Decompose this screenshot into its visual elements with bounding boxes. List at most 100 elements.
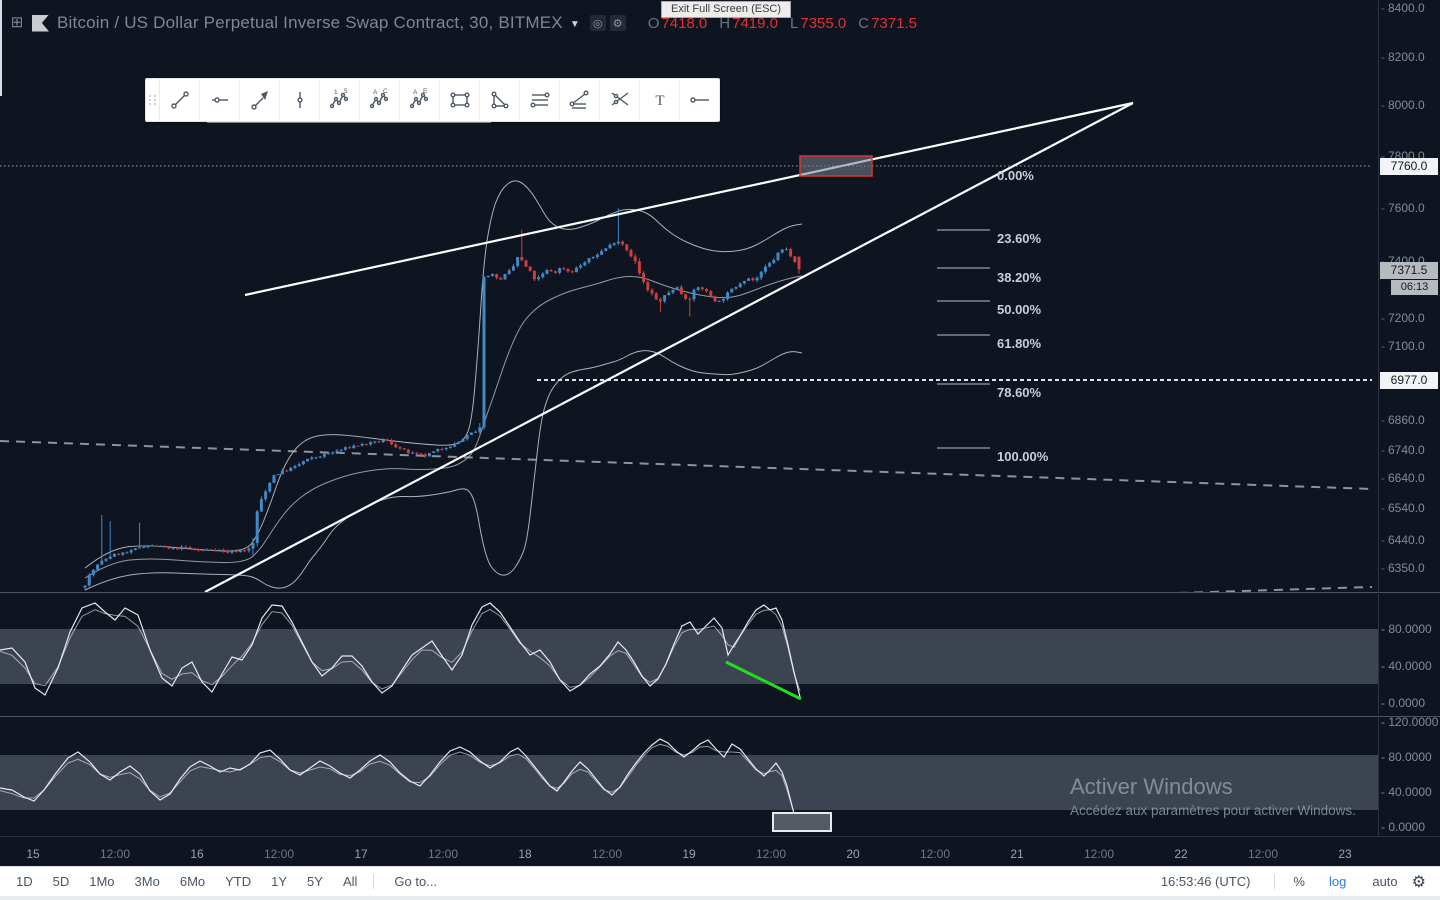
high-value: 7419.0 <box>732 14 779 32</box>
low-label: L <box>790 14 799 32</box>
time-label-12:00: 12:00 <box>427 847 459 861</box>
target-icon[interactable]: ◎ <box>589 15 606 31</box>
open-label: O <box>647 14 660 32</box>
dashed-trendline-2[interactable] <box>1177 586 1373 593</box>
exchange-logo-icon <box>32 14 49 32</box>
goto-button[interactable]: Go to... <box>394 874 438 889</box>
price-tick-6350.0: -6350.0 <box>1381 561 1425 575</box>
compare-add-icon[interactable]: ⊞ <box>10 14 24 31</box>
green-trendline-drawing[interactable] <box>725 660 802 701</box>
fib-label-23.60%[interactable]: 23.60% <box>997 231 1042 246</box>
time-label-16: 16 <box>190 847 204 861</box>
price-tick-7600.0: -7600.0 <box>1381 201 1425 215</box>
time-label-17: 17 <box>354 847 368 861</box>
tool-trend-arrow-icon[interactable] <box>240 79 280 121</box>
toolbar-drag-handle[interactable] <box>146 79 160 121</box>
svg-text:E: E <box>423 88 428 95</box>
price-tick-6540.0: -6540.0 <box>1381 501 1425 515</box>
range-3mo-button[interactable]: 3Mo <box>134 874 160 889</box>
chart-header: ⊞ Bitcoin / US Dollar Perpetual Inverse … <box>8 10 917 36</box>
tool-trend-line-icon[interactable] <box>160 79 200 121</box>
range-ytd-button[interactable]: YTD <box>225 874 252 889</box>
range-all-button[interactable]: All <box>342 874 358 889</box>
exit-fullscreen-tooltip: Exit Full Screen (ESC) <box>661 1 791 18</box>
time-label-23: 23 <box>1338 847 1352 861</box>
pane2-band-zone <box>0 755 1378 810</box>
stochastic-2-k-line <box>0 738 801 832</box>
time-label-20: 20 <box>846 847 860 861</box>
pane1-band-zone <box>0 629 1378 684</box>
range-6mo-button[interactable]: 6Mo <box>179 874 206 889</box>
bollinger-lower-band <box>84 350 803 591</box>
selected-rectangle-drawing[interactable] <box>799 155 873 177</box>
tool-vertical-line-icon[interactable] <box>280 79 320 121</box>
price-line-label-7760.0[interactable]: 7760.0 <box>1380 158 1438 175</box>
price-line-label-6977.0[interactable]: 6977.0 <box>1380 372 1438 389</box>
white-trendline-2[interactable] <box>204 102 1134 592</box>
tool-trend-based-fib-icon[interactable] <box>560 79 600 121</box>
price-tick-6440.0: -6440.0 <box>1381 533 1425 547</box>
price-tick-8200.0: -8200.0 <box>1381 50 1425 64</box>
divider <box>373 874 375 889</box>
price-tick-8000.0: -8000.0 <box>1381 98 1425 112</box>
fib-label-61.80%[interactable]: 61.80% <box>997 336 1042 351</box>
tool-rectangle-icon[interactable] <box>440 79 480 121</box>
fib-label-50.00%[interactable]: 50.00% <box>997 302 1042 317</box>
tool-fib-retracement-icon[interactable] <box>520 79 560 121</box>
fib-label-100.00%[interactable]: 100.00% <box>997 449 1049 464</box>
last-price-label[interactable]: 7371.5 <box>1380 262 1438 279</box>
tool-horizontal-line-icon[interactable] <box>200 79 240 121</box>
pane1-tick-40.0000: - 40.0000 <box>1381 659 1432 673</box>
range-1mo-button[interactable]: 1Mo <box>89 874 115 889</box>
fib-label-38.20%[interactable]: 38.20% <box>997 270 1042 285</box>
range-1d-button[interactable]: 1D <box>16 874 33 889</box>
symbol-title[interactable]: Bitcoin / US Dollar Perpetual Inverse Sw… <box>57 13 563 32</box>
time-label-12:00: 12:00 <box>263 847 295 861</box>
chevron-down-icon[interactable]: ▼ <box>569 18 580 30</box>
divider <box>1274 874 1276 889</box>
time-label-21: 21 <box>1010 847 1024 861</box>
auto-scale-button[interactable]: auto <box>1372 874 1398 889</box>
price-pane[interactable] <box>0 101 1373 593</box>
percent-scale-button[interactable]: % <box>1293 874 1305 889</box>
price-tick-6860.0: -6860.0 <box>1381 413 1425 427</box>
pane2-tick-120.0000: - 120.0000 <box>1381 715 1439 729</box>
range-5y-button[interactable]: 5Y <box>307 874 323 889</box>
time-axis-anchor-box[interactable] <box>772 812 832 832</box>
pane2-tick-40.0000: - 40.0000 <box>1381 785 1432 799</box>
tool-horizontal-ray-icon[interactable] <box>680 79 719 121</box>
time-label-12:00: 12:00 <box>755 847 787 861</box>
settings-gear-icon[interactable]: ⚙ <box>1411 873 1426 891</box>
time-label-12:00: 12:00 <box>919 847 951 861</box>
time-label-19: 19 <box>682 847 696 861</box>
dashed-trendline-1[interactable] <box>0 440 1373 490</box>
range-1y-button[interactable]: 1Y <box>271 874 288 889</box>
candlestick-series <box>83 208 801 590</box>
clock-utc[interactable]: 16:53:46 (UTC) <box>1160 874 1251 889</box>
range-5d-button[interactable]: 5D <box>52 874 70 889</box>
close-value: 7371.5 <box>871 14 917 32</box>
fib-label-0.00%[interactable]: 0.00% <box>997 168 1034 183</box>
close-label: C <box>858 14 870 32</box>
price-tick-7100.0: -7100.0 <box>1381 339 1425 353</box>
tool-crossed-trend-lines-icon[interactable] <box>600 79 640 121</box>
bollinger-basis <box>84 275 803 579</box>
stochastic-1-k-line <box>0 602 801 698</box>
svg-text:5: 5 <box>344 88 348 95</box>
white-trendline-1[interactable] <box>244 101 1134 297</box>
tool-triangle-icon[interactable] <box>480 79 520 121</box>
gear-icon[interactable]: ⚙ <box>609 15 626 31</box>
tool-text-icon[interactable]: T <box>640 79 680 121</box>
log-scale-button[interactable]: log <box>1328 874 1347 889</box>
open-value: 7418.0 <box>661 14 708 32</box>
stochastic-1-d-line <box>0 608 801 691</box>
svg-text:A: A <box>413 89 418 96</box>
svg-text:T: T <box>655 93 664 109</box>
range-buttons: 1D 5D 1Mo 3Mo 6Mo YTD 1Y 5Y All <box>6 874 367 889</box>
fib-label-78.60%[interactable]: 78.60% <box>997 385 1042 400</box>
